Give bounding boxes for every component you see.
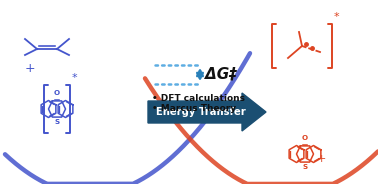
Text: +: + bbox=[25, 63, 35, 75]
Text: ΔG‡: ΔG‡ bbox=[205, 66, 237, 81]
Text: *: * bbox=[72, 73, 77, 83]
Text: S: S bbox=[302, 164, 308, 170]
Text: *: * bbox=[334, 12, 339, 22]
Text: • DFT calculations: • DFT calculations bbox=[152, 94, 245, 103]
Text: • Marcus Theory: • Marcus Theory bbox=[152, 104, 236, 113]
Text: O: O bbox=[302, 135, 308, 141]
Text: +: + bbox=[317, 154, 327, 164]
FancyArrow shape bbox=[148, 93, 266, 131]
Text: O: O bbox=[54, 90, 60, 96]
Text: S: S bbox=[54, 119, 60, 125]
Text: Energy Transfer: Energy Transfer bbox=[156, 107, 246, 117]
